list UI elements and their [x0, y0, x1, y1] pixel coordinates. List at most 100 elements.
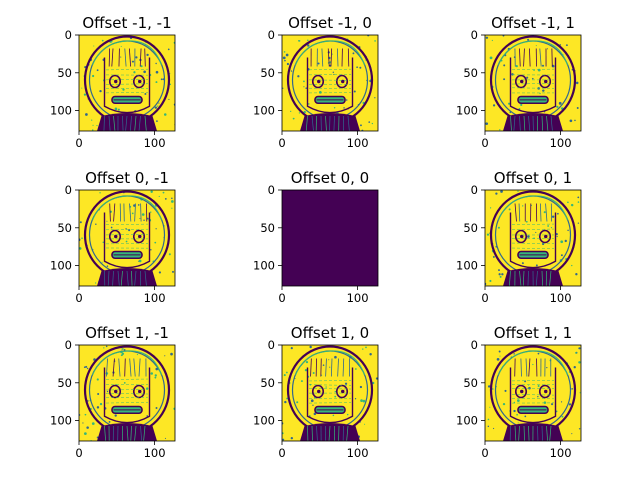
suit-detail — [519, 115, 521, 131]
subplot: Offset -1, -1 0 100 0 50 100 — [50, 14, 176, 150]
heatmap-speckle — [114, 414, 117, 417]
heatmap-speckle — [567, 229, 569, 232]
face-texture — [511, 247, 555, 249]
x-tick-label: 100 — [550, 446, 572, 460]
eye-pupil — [138, 389, 142, 394]
suit-detail — [134, 425, 137, 441]
suit-detail — [535, 270, 538, 286]
heatmap-speckle — [359, 385, 363, 389]
x-tick-label: 0 — [278, 136, 285, 150]
heatmap-speckle — [135, 56, 138, 59]
hair-streak — [134, 203, 136, 222]
heatmap-speckle — [312, 372, 315, 375]
suit-detail — [134, 270, 137, 286]
eye-pupil — [114, 79, 118, 84]
heatmap-speckle — [501, 273, 504, 276]
heatmap-image — [79, 190, 175, 286]
heatmap-speckle — [502, 35, 505, 37]
axes-frame — [281, 189, 379, 287]
hair-streak — [118, 358, 121, 377]
heatmap-speckle — [120, 56, 122, 58]
heatmap-speckle — [102, 241, 105, 244]
face-texture — [308, 384, 352, 386]
heatmap-speckle — [329, 366, 331, 368]
heatmap-speckle — [565, 44, 568, 47]
heatmap-speckle — [298, 40, 301, 42]
heatmap-speckle — [117, 108, 120, 111]
heatmap-speckle — [110, 226, 113, 229]
suit-detail — [311, 425, 313, 441]
heatmap-speckle — [520, 103, 523, 106]
heatmap-speckle — [305, 87, 308, 89]
hair-streak — [321, 48, 324, 67]
axes-frame — [78, 189, 176, 287]
hair-streak — [112, 358, 115, 377]
heatmap-speckle — [356, 66, 358, 69]
heatmap-speckle — [85, 365, 88, 368]
eye-pupil — [114, 234, 118, 239]
x-tick-label: 0 — [481, 446, 488, 460]
heatmap-speckle — [120, 45, 122, 47]
heatmap-speckle — [91, 422, 95, 425]
heatmap-speckle — [122, 348, 124, 350]
x-tick-label: 100 — [144, 291, 166, 305]
heatmap-speckle — [334, 355, 337, 359]
heatmap-speckle — [528, 386, 531, 390]
heatmap-speckle — [547, 225, 550, 227]
heatmap-speckle — [525, 220, 528, 223]
suit-detail — [514, 425, 517, 441]
heatmap-image — [485, 345, 581, 441]
heatmap-speckle — [517, 190, 519, 192]
eye-pupil — [520, 234, 524, 239]
heatmap-speckle — [297, 75, 300, 78]
heatmap-speckle — [560, 254, 563, 257]
heatmap-speckle — [374, 40, 376, 42]
hair-streak — [525, 358, 528, 377]
heatmap-speckle — [364, 423, 366, 425]
x-tick-label: 0 — [481, 291, 488, 305]
subplot-title: Offset -1, 1 — [491, 14, 575, 32]
heatmap-speckle — [300, 380, 303, 383]
face-edge — [509, 367, 557, 424]
heatmap-uniform-fill — [282, 190, 378, 286]
heatmap-speckle — [146, 387, 149, 390]
heatmap-speckle — [368, 121, 371, 123]
heatmap-speckle — [493, 427, 495, 430]
heatmap-speckle — [303, 80, 305, 83]
heatmap-speckle — [344, 382, 348, 385]
heatmap-speckle — [522, 205, 524, 207]
heatmap-speckle — [508, 208, 511, 211]
heatmap-speckle — [539, 92, 541, 95]
heatmap-speckle — [551, 215, 555, 218]
heatmap-speckle — [362, 348, 364, 350]
hair-streak — [124, 358, 126, 377]
heatmap-speckle — [81, 237, 83, 239]
face-edge — [103, 212, 151, 269]
subplot-title: Offset -1, -1 — [82, 14, 171, 32]
heatmap-speckle — [317, 62, 320, 65]
heatmap-speckle — [576, 107, 579, 110]
heatmap-speckle — [93, 45, 95, 47]
heatmap-speckle — [125, 228, 127, 230]
heatmap-speckle — [284, 59, 286, 62]
y-tick-label: 50 — [260, 221, 275, 235]
y-tick-label: 50 — [260, 66, 275, 80]
heatmap-speckle — [557, 212, 559, 215]
heatmap-speckle — [125, 240, 128, 243]
suit-detail — [143, 425, 146, 441]
heatmap-speckle — [120, 354, 123, 357]
heatmap-speckle — [140, 65, 143, 68]
eye-pupil — [341, 79, 345, 84]
y-tick-label: 100 — [456, 414, 478, 428]
heatmap-speckle — [143, 219, 145, 221]
heatmap-speckle — [560, 401, 563, 403]
suit-detail — [546, 425, 548, 441]
heatmap-speckle — [99, 402, 103, 406]
eye-pupil — [114, 389, 118, 394]
heatmap-speckle — [503, 78, 506, 81]
heatmap-speckle — [85, 113, 88, 116]
suit-detail — [549, 270, 552, 286]
hair-streak — [113, 203, 116, 222]
heatmap-speckle — [167, 48, 170, 51]
y-tick-label: 100 — [456, 104, 478, 118]
